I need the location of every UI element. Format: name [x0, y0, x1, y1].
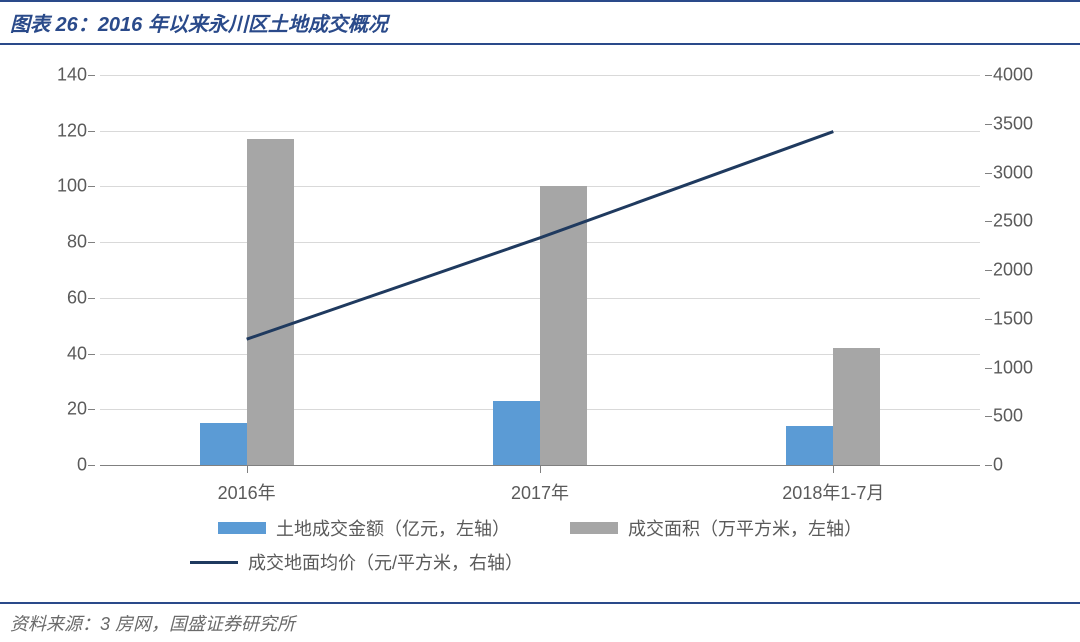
source-text: 3 房网，国盛证券研究所	[100, 614, 295, 634]
legend: 土地成交金额（亿元，左轴） 成交面积（万平方米，左轴） 成交地面均价（元/平方米，右…	[40, 515, 1040, 575]
y-right-tick-label: 500	[993, 406, 1023, 427]
line-layer	[100, 75, 980, 465]
chart-title-bar: 图表 26：2016 年以来永川区土地成交概况	[0, 0, 1080, 45]
y-axis-right: 05001000150020002500300035004000	[985, 75, 1040, 465]
source-bar: 资料来源：3 房网，国盛证券研究所	[0, 602, 1080, 636]
title-prefix: 图表 26：	[10, 14, 98, 36]
y-right-tick-label: 1500	[993, 308, 1033, 329]
legend-label: 土地成交金额（亿元，左轴）	[276, 515, 510, 541]
legend-item: 土地成交金额（亿元，左轴）	[218, 515, 510, 541]
y-right-tick-label: 1000	[993, 357, 1033, 378]
plot-region	[100, 75, 980, 465]
x-tick-label: 2016年	[218, 479, 276, 505]
title-text: 2016 年以来永川区土地成交概况	[98, 14, 388, 36]
chart-container: 图表 26：2016 年以来永川区土地成交概况 0 20 40 60 80 100 120 1…	[0, 0, 1080, 642]
y-right-tick-label: 4000	[993, 65, 1033, 86]
y-left-tick-label: 0	[77, 455, 87, 476]
y-right-tick-label: 0	[993, 455, 1003, 476]
legend-label: 成交地面均价（元/平方米，右轴）	[248, 549, 523, 575]
legend-swatch	[190, 561, 238, 564]
chart-area: 0 20 40 60 80 100 120 140 0 500 1000 1500 2000 2500 3…	[40, 65, 1040, 505]
y-right-tick-label: 3000	[993, 162, 1033, 183]
y-left-tick-label: 80	[67, 232, 87, 253]
y-right-tick-label: 3500	[993, 113, 1033, 134]
y-right-tick-label: 2000	[993, 260, 1033, 281]
x-tick-label: 2018年1-7月	[782, 479, 884, 505]
y-left-tick-label: 60	[67, 287, 87, 308]
legend-swatch	[218, 522, 266, 534]
y-left-tick-label: 140	[57, 65, 87, 86]
y-left-tick-label: 120	[57, 120, 87, 141]
x-axis: 2016年 2017年 2018年1-7月	[100, 465, 980, 505]
legend-label: 成交面积（万平方米，左轴）	[628, 515, 862, 541]
y-right-tick-label: 2500	[993, 211, 1033, 232]
y-left-tick-label: 40	[67, 343, 87, 364]
legend-item: 成交地面均价（元/平方米，右轴）	[40, 549, 1040, 575]
x-tick-label: 2017年	[511, 479, 569, 505]
y-axis-left: 020406080100120140	[40, 75, 95, 465]
legend-swatch	[570, 522, 618, 534]
trend-line	[247, 132, 834, 340]
y-left-tick-label: 100	[57, 176, 87, 197]
legend-item: 成交面积（万平方米，左轴）	[570, 515, 862, 541]
y-left-tick-label: 20	[67, 399, 87, 420]
source-label: 资料来源：	[10, 614, 100, 634]
